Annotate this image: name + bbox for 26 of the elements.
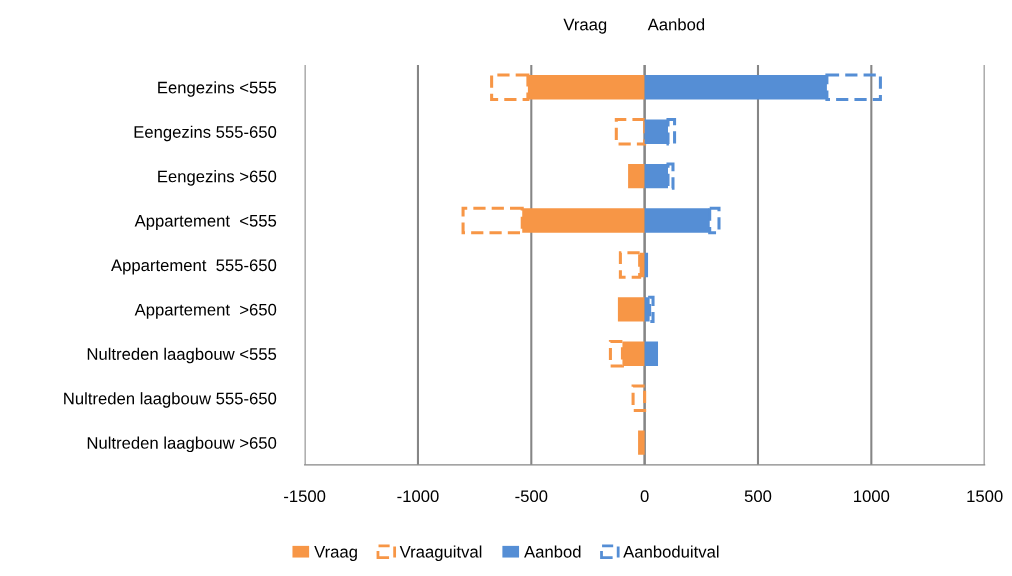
x-tick-label: -1500 bbox=[284, 490, 326, 503]
y-tick-label: Appartement 555-650 bbox=[111, 259, 277, 275]
x-tick-label: -1000 bbox=[397, 490, 439, 503]
legend-label: Vraaguitval bbox=[399, 545, 482, 561]
y-tick-label: Appartement >650 bbox=[134, 303, 277, 319]
bar bbox=[628, 163, 645, 189]
y-tick-label: Nultreden laagbouw 555-650 bbox=[64, 392, 277, 408]
bar bbox=[638, 430, 645, 455]
bar bbox=[617, 297, 645, 322]
x-tick-label: -500 bbox=[515, 490, 548, 503]
y-tick-label: Eengezins 555-650 bbox=[134, 125, 277, 142]
y-tick-label: Appartement <555 bbox=[134, 215, 277, 231]
y-tick-label: Nultreden laagbouw <555 bbox=[87, 347, 277, 364]
x-tick-label: 1500 bbox=[967, 490, 1003, 503]
legend-label: Aanboduitval bbox=[623, 545, 719, 558]
x-tick-label: 1000 bbox=[854, 490, 890, 503]
x-tick-label: 0 bbox=[640, 490, 649, 503]
legend-label: Vraag bbox=[314, 546, 357, 561]
bar bbox=[644, 341, 659, 367]
y-tick-label: Eengezins >650 bbox=[158, 170, 277, 186]
y-tick-label: Eengezins <555 bbox=[158, 81, 277, 97]
legend-label: Aanbod bbox=[524, 545, 581, 558]
text: Vraag bbox=[563, 18, 607, 34]
x-tick-label: 500 bbox=[744, 490, 772, 503]
y-tick-label: Nultreden laagbouw >650 bbox=[87, 436, 277, 453]
text: Aanbod bbox=[647, 18, 705, 31]
